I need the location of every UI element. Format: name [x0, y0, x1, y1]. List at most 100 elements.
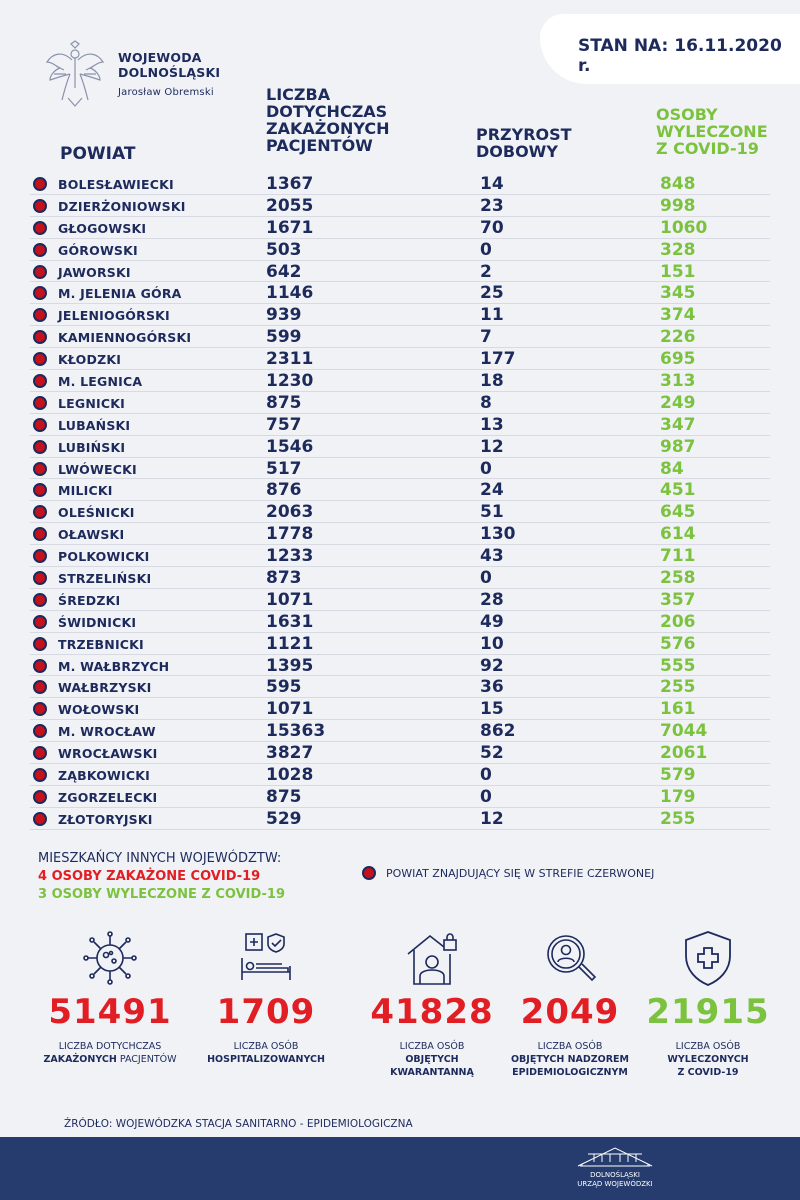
cases-value: 1671: [266, 217, 314, 238]
district-name: GÓROWSKI: [58, 242, 138, 258]
recovered-value: 645: [660, 502, 696, 523]
caption-bold: ZAKAŻONYCH: [43, 1054, 117, 1065]
daily-value: 25: [480, 283, 504, 304]
table-row: OLEŚNICKI 2063 51 645: [30, 501, 770, 524]
daily-value: 0: [480, 458, 492, 479]
header-line: Z COVID-19: [656, 139, 759, 158]
daily-value: 15: [480, 699, 504, 720]
caption-bold: WYLECZONYCH Z COVID-19: [667, 1054, 749, 1078]
red-zone-dot-icon: [33, 417, 47, 432]
org-line1: WOJEWODA: [118, 50, 202, 65]
caption-bold: OBJĘTYCH NADZOREM EPIDEMIOLOGICZNYM: [510, 1054, 629, 1078]
recovered-value: 357: [660, 589, 696, 610]
other-voivodeships: MIESZKAŃCY INNYCH WOJEWÓDZTW: 4 OSOBY ZA…: [38, 850, 285, 904]
cases-value: 517: [266, 458, 302, 479]
table-row: LUBIŃSKI 1546 12 987: [30, 436, 770, 458]
red-zone-dot-icon: [33, 352, 47, 367]
recovered-value: 255: [660, 808, 696, 829]
district-name: GŁOGOWSKI: [58, 220, 147, 236]
voivode-name: Jarosław Obremski: [118, 87, 214, 98]
stat-surveillance: 2049 LICZBA OSÓB OBJĘTYCH NADZOREM EPIDE…: [490, 928, 650, 1079]
table-row: ZĄBKOWICKI 1028 0 579: [30, 764, 770, 786]
table-row: BOLESŁAWIECKI 1367 14 848: [30, 173, 770, 195]
red-zone-dot-icon: [33, 592, 47, 607]
stat-value: 2049: [520, 992, 620, 1032]
cases-value: 3827: [266, 743, 314, 764]
recovered-value: 84: [660, 458, 684, 479]
district-name: LWÓWECKI: [58, 461, 137, 477]
caption-line: LICZBA OSÓB: [537, 1041, 603, 1052]
red-zone-dot-icon: [33, 198, 47, 213]
table-row: JAWORSKI 642 2 151: [30, 261, 770, 283]
table-row: ŚWIDNICKI 1631 49 206: [30, 611, 770, 633]
table-row: LWÓWECKI 517 0 84: [30, 458, 770, 480]
red-zone-dot-icon: [33, 220, 47, 235]
cases-value: 529: [266, 808, 302, 829]
cases-value: 15363: [266, 721, 326, 742]
caption-line: WYLECZONYCH Z COVID-19: [628, 1053, 788, 1079]
recovered-value: 328: [660, 239, 696, 260]
cases-value: 642: [266, 261, 302, 282]
red-zone-dot-icon: [33, 549, 47, 564]
daily-value: 43: [480, 546, 504, 567]
district-name: ZŁOTORYJSKI: [58, 811, 153, 827]
cases-value: 1028: [266, 765, 314, 786]
cases-value: 1631: [266, 611, 314, 632]
daily-value: 7: [480, 327, 492, 348]
recovered-value: 614: [660, 524, 696, 545]
cases-value: 1367: [266, 174, 314, 194]
column-header-recovered: OSOBY WYLECZONE Z COVID-19: [656, 106, 768, 157]
others-recovered: 3 OSOBY WYLECZONE Z COVID-19: [38, 887, 286, 902]
stat-recovered: 21915 LICZBA OSÓB WYLECZONYCH Z COVID-19: [628, 928, 788, 1079]
cases-value: 757: [266, 414, 302, 435]
daily-value: 2: [480, 261, 492, 282]
daily-value: 8: [480, 392, 492, 413]
district-name: ZĄBKOWICKI: [58, 768, 150, 784]
caption-rest: PACJENTÓW: [116, 1054, 177, 1065]
cases-value: 2055: [266, 195, 314, 216]
header-line: DOTYCHCZAS: [266, 102, 388, 121]
table-row: OŁAWSKI 1778 130 614: [30, 523, 770, 546]
table-row: DZIERŻONIOWSKI 2055 23 998: [30, 195, 770, 217]
recovered-value: 226: [660, 327, 696, 348]
voivode-label: WOJEWODA DOLNOŚLĄSKI Jarosław Obremski: [118, 50, 220, 100]
recovered-value: 347: [660, 414, 696, 435]
quarantine-house-icon: [407, 933, 457, 985]
district-name: KAMIENNOGÓRSKI: [58, 330, 192, 346]
red-zone-dot-icon: [33, 768, 47, 783]
cases-value: 1233: [266, 546, 314, 567]
caption-line: OBJĘTYCH KWARANTANNĄ: [352, 1053, 512, 1079]
district-name: DZIERŻONIOWSKI: [58, 198, 186, 214]
recovered-value: 151: [660, 261, 696, 282]
recovered-value: 161: [660, 699, 696, 720]
district-table: BOLESŁAWIECKI 1367 14 848 DZIERŻONIOWSKI 2055…: [30, 173, 770, 830]
red-zone-dot-icon: [33, 439, 47, 454]
recovered-value: 255: [660, 677, 696, 698]
caption-bold: HOSPITALIZOWANYCH: [207, 1054, 325, 1065]
daily-value: 14: [480, 174, 504, 194]
daily-value: 13: [480, 414, 504, 435]
cases-value: 876: [266, 480, 302, 501]
stat-infected: 51491 LICZBA DOTYCHCZAS ZAKAŻONYCH PACJE…: [30, 928, 190, 1066]
recovered-value: 7044: [660, 721, 708, 742]
header-line: DOBOWY: [476, 142, 558, 161]
magnifier-person-icon: [547, 935, 597, 982]
source-note: ŹRÓDŁO: WOJEWÓDZKA STACJA SANITARNO - EP…: [64, 1118, 413, 1130]
others-title: MIESZKAŃCY INNYCH WOJEWÓDZTW:: [38, 851, 282, 866]
daily-value: 11: [480, 305, 504, 326]
daily-value: 92: [480, 655, 504, 676]
org-line2: DOLNOŚLĄSKI: [118, 65, 221, 80]
red-zone-dot-icon: [33, 789, 47, 804]
table-row: M. WAŁBRZYCH 1395 92 555: [30, 655, 770, 677]
column-header-cases: LICZBA DOTYCHCZAS ZAKAŻONYCH PACJENTÓW: [266, 86, 390, 154]
district-name: WOŁOWSKI: [58, 702, 140, 718]
others-infected: 4 OSOBY ZAKAŻONE COVID-19: [38, 869, 261, 884]
caption-line: LICZBA OSÓB: [399, 1041, 465, 1052]
district-name: JELENIOGÓRSKI: [58, 308, 170, 324]
table-row: TRZEBNICKI 1121 10 576: [30, 633, 770, 655]
daily-value: 12: [480, 436, 504, 457]
red-zone-dot-icon: [33, 395, 47, 410]
date-tab: [540, 14, 800, 84]
recovered-value: 576: [660, 633, 696, 654]
district-name: POLKOWICKI: [58, 549, 150, 565]
